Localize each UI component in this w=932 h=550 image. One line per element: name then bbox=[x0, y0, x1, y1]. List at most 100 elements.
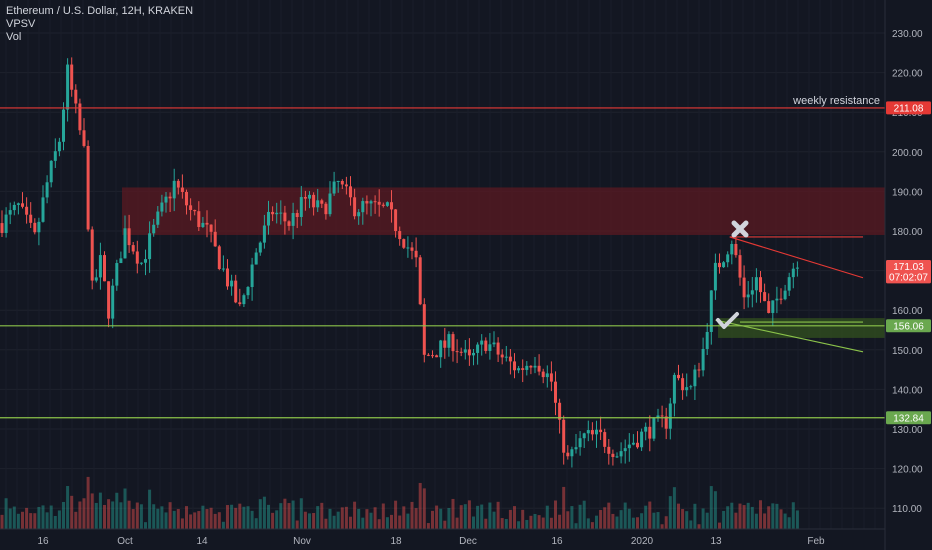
y-tick-label: 180.00 bbox=[892, 227, 923, 238]
volume-bar bbox=[443, 520, 447, 529]
y-tick-label: 110.00 bbox=[892, 504, 922, 515]
candle-body bbox=[549, 373, 553, 382]
price-tag-bg bbox=[886, 101, 931, 115]
candle-body bbox=[33, 222, 37, 233]
candle-body bbox=[115, 263, 119, 286]
candle-body bbox=[537, 365, 541, 372]
candle-body bbox=[70, 64, 74, 90]
volume-bar bbox=[98, 492, 102, 529]
candle-body bbox=[730, 243, 734, 255]
volume-bar bbox=[508, 509, 512, 529]
candle-body bbox=[98, 255, 102, 278]
candle-body bbox=[287, 221, 291, 226]
candle-body bbox=[250, 264, 254, 288]
candle-body bbox=[734, 243, 738, 256]
volume-bar bbox=[226, 505, 229, 529]
candle-body bbox=[127, 228, 131, 246]
volume-bar bbox=[463, 504, 467, 529]
candle-body bbox=[4, 214, 8, 233]
candle-body bbox=[476, 344, 480, 353]
volume-bar bbox=[754, 513, 758, 529]
check-mark-icon bbox=[716, 312, 739, 329]
time-axis[interactable]: 16 Oct 14 Nov 18 Dec 16 2020 13 Feb bbox=[0, 528, 885, 547]
volume-bar bbox=[685, 511, 689, 529]
candle-body bbox=[586, 430, 590, 434]
candle-body bbox=[82, 130, 86, 146]
volume-bar bbox=[554, 500, 557, 529]
price-tag-bg bbox=[886, 260, 931, 274]
volume-bar bbox=[295, 520, 299, 529]
candle-body bbox=[574, 447, 578, 450]
volume-bar bbox=[336, 511, 340, 529]
volume-bar bbox=[357, 508, 361, 529]
candle-body bbox=[742, 277, 746, 298]
candle-body bbox=[197, 211, 201, 227]
candle-body bbox=[377, 201, 381, 205]
volume-bar bbox=[500, 518, 504, 529]
candle-body bbox=[25, 206, 29, 215]
trend-lines[interactable] bbox=[715, 236, 864, 353]
candle-body bbox=[787, 277, 791, 291]
volume-bar bbox=[0, 514, 4, 529]
volume-bar bbox=[242, 506, 246, 529]
candle-body bbox=[176, 180, 180, 188]
volume-bar bbox=[4, 498, 8, 529]
candle-body bbox=[0, 223, 4, 233]
zone-rect bbox=[122, 187, 885, 235]
volume-bar bbox=[402, 506, 406, 529]
candle-body bbox=[771, 300, 775, 313]
candle-body bbox=[508, 356, 512, 362]
cross-mark-icon bbox=[731, 220, 749, 238]
horizontal-levels[interactable] bbox=[0, 107, 885, 419]
candle-body bbox=[271, 211, 275, 215]
candle-body bbox=[480, 340, 484, 345]
candle-body bbox=[746, 294, 750, 298]
indicator-vol[interactable]: Vol bbox=[6, 31, 22, 43]
candle-body bbox=[779, 298, 783, 300]
candle-body bbox=[795, 267, 799, 269]
candle-body bbox=[570, 449, 574, 457]
candle-body bbox=[685, 387, 689, 391]
candle-body bbox=[672, 374, 676, 404]
candle-body bbox=[139, 262, 143, 264]
volume-bar bbox=[562, 486, 566, 529]
candle-body bbox=[193, 209, 197, 212]
volume-bar bbox=[267, 504, 270, 529]
x-tick-label: Nov bbox=[293, 536, 311, 547]
volume-bar bbox=[328, 508, 332, 529]
volume-bar bbox=[390, 514, 393, 529]
candle-body bbox=[168, 196, 172, 199]
volume-bar bbox=[455, 517, 459, 529]
volume-bar bbox=[726, 506, 730, 529]
candle-body bbox=[562, 419, 566, 453]
volume-bar bbox=[615, 516, 619, 529]
candle-body bbox=[418, 257, 422, 305]
candle-body bbox=[484, 340, 488, 351]
y-tick-label: 200.00 bbox=[892, 148, 923, 159]
candle-body bbox=[455, 351, 459, 353]
volume-bar bbox=[648, 501, 652, 529]
volume-bar bbox=[480, 504, 484, 529]
candle-body bbox=[582, 433, 586, 439]
indicator-vpsv[interactable]: VPSV bbox=[6, 18, 36, 30]
volume-bar bbox=[640, 513, 644, 529]
candle-body bbox=[554, 381, 557, 403]
candle-body bbox=[590, 430, 594, 435]
candle-body bbox=[738, 255, 742, 278]
volume-bar bbox=[590, 522, 594, 529]
candle-body bbox=[656, 415, 660, 419]
candle-body bbox=[205, 222, 209, 225]
volume-bar bbox=[254, 518, 258, 529]
volume-bar bbox=[189, 514, 193, 529]
candle-body bbox=[328, 193, 332, 215]
candle-body bbox=[53, 151, 57, 161]
volume-bar bbox=[197, 511, 201, 529]
candle-body bbox=[299, 197, 303, 217]
candle-body bbox=[8, 210, 12, 215]
volume-bar bbox=[722, 510, 726, 529]
candle-body bbox=[49, 160, 53, 183]
volume-bar bbox=[33, 513, 37, 529]
candle-body bbox=[398, 231, 402, 240]
